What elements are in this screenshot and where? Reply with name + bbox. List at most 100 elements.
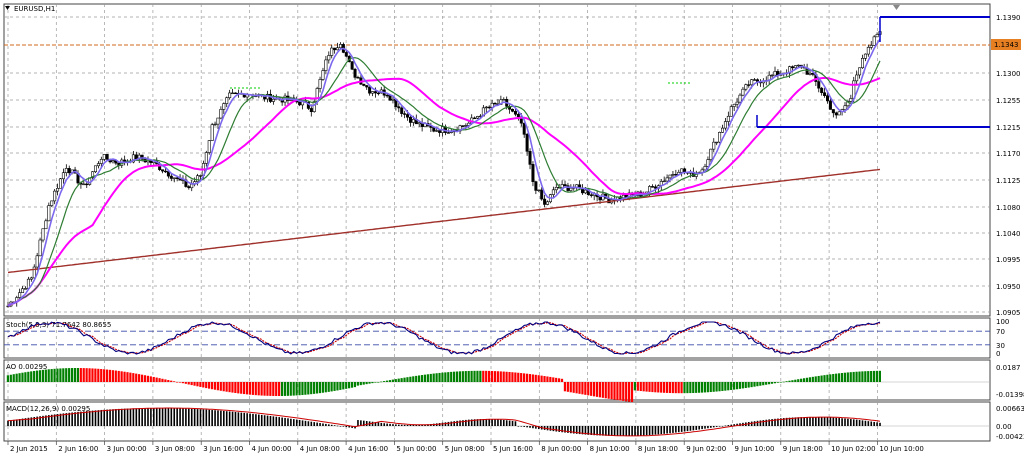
ao-bar [47,369,50,382]
ao-bar [170,380,173,382]
chart-menu-chevron-icon[interactable] [5,6,10,10]
macd-histogram-bar [774,418,776,426]
macd-histogram-bar [578,426,581,435]
ao-bar [423,374,427,382]
ao-bar [149,376,152,382]
candle-body [665,177,669,182]
macd-histogram-bar [65,413,68,426]
ao-bar [453,371,456,382]
candle-body [82,183,86,186]
macd-histogram-bar [607,426,610,436]
macd-histogram-bar [409,424,412,426]
ao-bar [753,382,756,387]
ao-bar [689,382,692,394]
x-tick-label: 10 Jun 02:00 [831,445,875,453]
candle-body [738,94,742,103]
ao-bar [202,382,205,388]
ao-bar [738,382,742,389]
macd-histogram-bar [762,420,765,426]
candle-body [233,92,237,95]
ao-bar [759,382,762,386]
candle-body [161,169,165,172]
ao-bar [65,368,68,382]
candle-body [213,123,217,126]
ao-bar [269,382,272,396]
ao-bar [610,382,613,400]
ao-bar [467,370,470,382]
ao-bar [756,382,759,387]
candle-body [554,186,558,191]
macd-histogram-bar [176,408,178,426]
candle-body [828,100,832,110]
ao-bar [208,382,211,389]
ao-bar [861,371,864,382]
ao-bar [187,382,190,385]
macd-histogram-bar [552,426,555,432]
candle-body [858,67,862,76]
ao-bar [35,370,39,382]
macd-histogram-bar [284,417,286,426]
macd-histogram-bar [465,419,467,426]
candle-body [464,125,468,127]
macd-histogram-bar [835,417,838,426]
macd-histogram-bar [400,424,403,426]
main-pane-frame [3,3,991,317]
ao-bar [286,382,289,396]
ao-bar [38,370,42,382]
ao-bar [126,372,129,382]
macd-histogram-bar [80,411,82,426]
candle-body [826,95,830,102]
ao-bar [680,382,683,394]
x-tick-label: 8 Jun 00:00 [541,445,581,453]
macd-histogram-bar [634,426,636,436]
macd-histogram-bar [45,415,47,426]
candle-body [791,66,795,69]
macd-histogram-bar [453,421,456,426]
ao-bar [260,382,263,396]
macd-histogram-bar [161,408,164,426]
candle-body [204,152,208,164]
ao-bar [773,382,777,384]
macd-histogram-bar [281,417,283,426]
macd-histogram-bar [360,420,362,426]
macd-histogram-bar [782,418,785,426]
x-tick-label: 3 Jun 08:00 [155,445,195,453]
ao-bar [476,370,479,382]
candle-body [228,92,232,99]
macd-histogram-bar [817,417,820,426]
macd-histogram-bar [141,408,143,426]
candle-body [350,61,354,70]
candle-body [516,113,520,118]
ao-bar [70,368,74,382]
macd-histogram-bar [275,416,278,426]
ao-bar [779,382,782,383]
ao-bar [53,368,56,382]
macd-histogram-bar [74,412,76,426]
candle-body [773,71,777,76]
ao-bar [633,382,637,391]
stoch-tick-label: 30 [996,342,1005,350]
ao-bar [94,368,97,382]
macd-histogram-bar [380,422,383,426]
macd-histogram-bar [228,411,231,426]
macd-histogram-bar [485,419,488,426]
macd-histogram-bar [558,426,560,432]
macd-histogram-bar [389,423,391,426]
candle-body [38,239,42,257]
chart-shift-marker-icon[interactable] [893,5,900,10]
macd-histogram-bar [97,410,100,426]
ao-bar [388,380,392,382]
macd-histogram-bar [185,408,187,426]
macd-histogram-bar [683,426,686,432]
macd-histogram-bar [173,408,176,426]
macd-histogram-bar [450,421,453,426]
candle-body [187,186,191,189]
macd-histogram-bar [354,426,356,429]
ao-bar [298,382,301,396]
ao-bar [356,382,359,386]
ao-bar [572,382,575,393]
ao-bar [330,382,333,392]
ao-bar [415,375,418,382]
ao-bar [310,382,313,395]
